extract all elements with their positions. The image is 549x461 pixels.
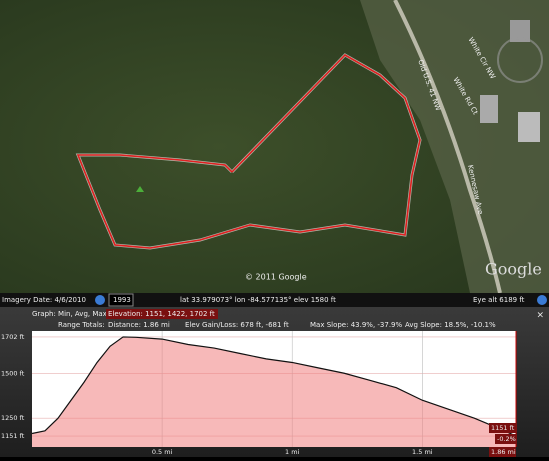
readout-elevation: 1151 ft <box>491 424 515 432</box>
max-slope: Max Slope: 43.9%, -37.9% <box>310 321 403 329</box>
readout-distance: 1.86 mi <box>491 448 516 456</box>
profile-line <box>31 336 517 437</box>
y-tick-label: 1151 ft <box>1 432 25 440</box>
road <box>393 0 502 294</box>
route[interactable] <box>76 53 421 249</box>
building <box>518 112 540 142</box>
x-tick-label: 1.5 mi <box>412 448 433 456</box>
profile-fill <box>32 336 516 447</box>
readout-slope: -0.2% <box>497 435 516 443</box>
y-tick-label: 1500 ft <box>1 369 25 377</box>
y-tick-label: 1250 ft <box>1 414 25 422</box>
elevation-summary: Elevation: 1151, 1422, 1702 ft <box>108 310 215 318</box>
y-tick-label: 1702 ft <box>1 333 25 341</box>
range-totals: Range Totals: <box>58 321 105 329</box>
readout-box <box>489 447 516 457</box>
avg-slope: Avg Slope: 18.5%, -10.1% <box>405 321 496 329</box>
building <box>510 20 530 42</box>
year: 1993 <box>113 296 131 304</box>
elevation-profile: 1151 ft 1250 ft 1500 ft 1702 ft 0.5 mi 1 mi 1.… <box>1 331 517 457</box>
eye-altitude: Eye alt 6189 ft <box>473 296 525 304</box>
x-tick-label: 0.5 mi <box>152 448 173 456</box>
year-box[interactable] <box>108 293 134 307</box>
building <box>480 95 498 123</box>
close-button[interactable]: × <box>536 311 544 321</box>
graph-label: Graph: Min, Avg, Max <box>32 310 107 318</box>
copyright: © 2011 Google <box>245 273 307 282</box>
gain-loss: Elev Gain/Loss: 678 ft, -681 ft <box>185 321 289 329</box>
status-bar <box>0 293 549 307</box>
readout-box <box>495 434 516 444</box>
imagery-date: Imagery Date: 4/6/2010 <box>2 296 86 304</box>
x-tick-label: 1 mi <box>285 448 300 456</box>
navigation-control[interactable] <box>497 37 543 83</box>
historic-imagery-button[interactable] <box>95 295 105 305</box>
coordinates: lat 33.979073° lon -84.577135° elev 1580… <box>180 296 336 304</box>
distance: Distance: 1.86 mi <box>108 321 170 329</box>
streaming-indicator <box>537 295 547 305</box>
google-logo: Google <box>485 260 542 279</box>
placemark[interactable] <box>136 186 144 192</box>
elevation-highlight[interactable] <box>106 309 218 319</box>
readout-box <box>489 423 516 433</box>
